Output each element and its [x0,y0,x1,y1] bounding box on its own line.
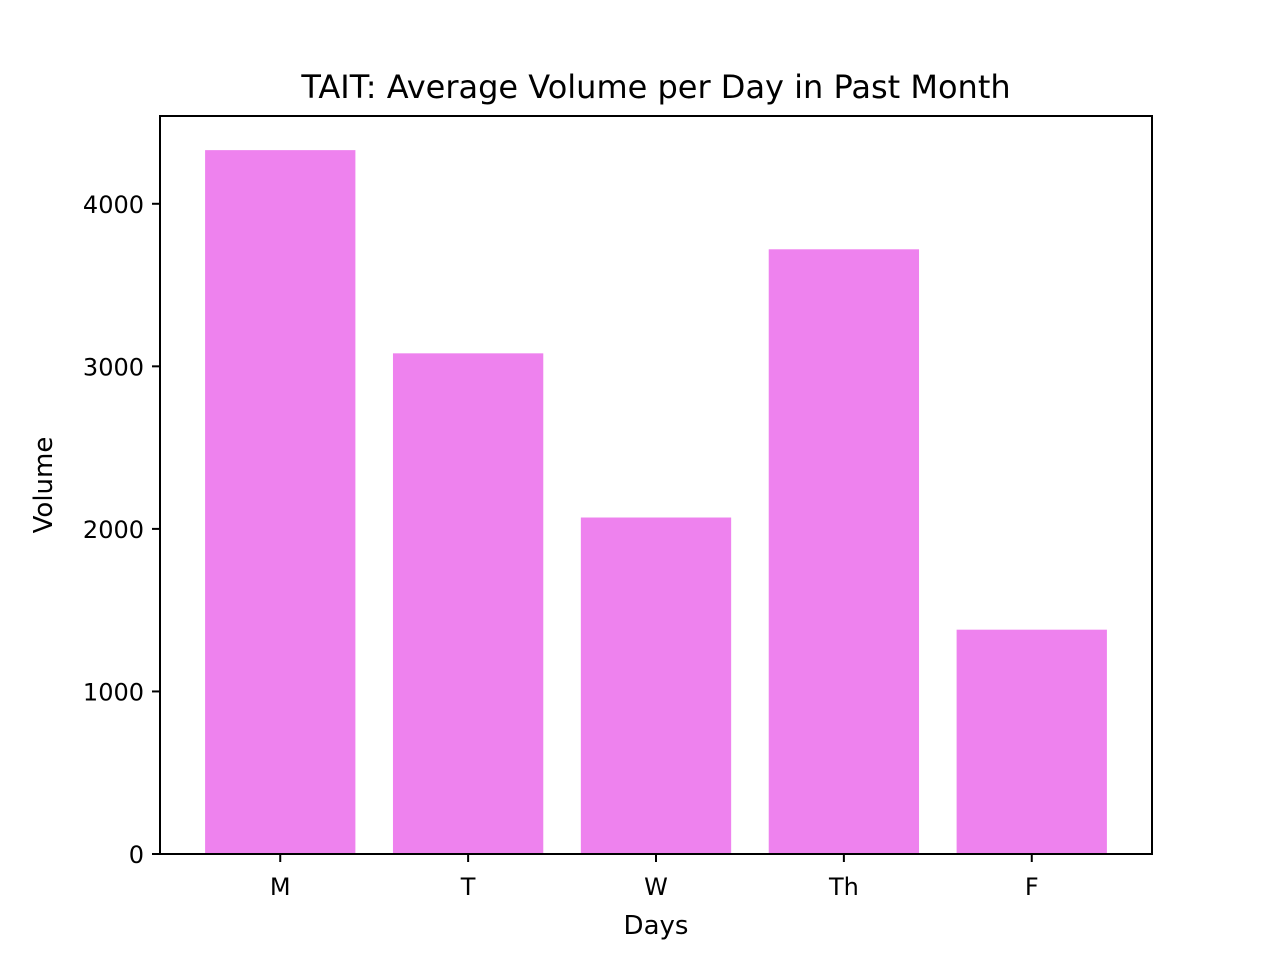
bar-th [768,249,920,854]
y-axis-ticks: 0 1000 2000 3000 4000 [83,191,160,869]
x-tick-label: W [644,873,668,901]
chart-title: TAIT: Average Volume per Day in Past Mon… [300,68,1010,106]
bar-f [956,629,1107,854]
x-axis-ticks: M T W Th F [270,854,1039,901]
y-tick-label: 0 [129,841,144,869]
y-tick-label: 2000 [83,516,144,544]
y-tick-label: 3000 [83,353,144,381]
bars-group [205,150,1107,854]
bar-t [392,353,544,854]
bar-w [580,517,732,854]
x-tick-label: Th [828,873,859,901]
x-tick-label: F [1025,873,1039,901]
plot-frame [159,115,1153,855]
bar-m [205,150,356,854]
y-axis-label: Volume [29,437,59,534]
x-axis-label: Days [624,911,689,941]
x-tick-label: T [460,873,476,901]
y-tick-label: 1000 [83,678,144,706]
x-tick-label: M [270,873,291,901]
y-tick-label: 4000 [83,191,144,219]
